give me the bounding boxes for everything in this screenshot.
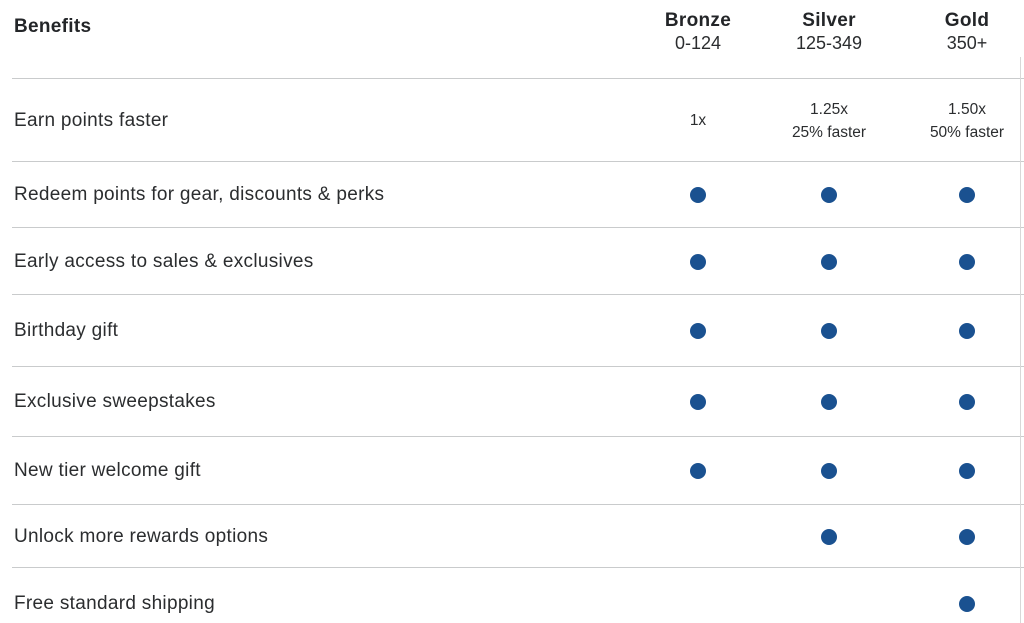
benefit-label: Early access to sales & exclusives — [14, 250, 314, 272]
multiplier-value: 1.25x — [810, 100, 848, 118]
benefit-included-dot — [821, 394, 837, 410]
tier-cell — [632, 463, 764, 479]
tier-cell — [764, 187, 894, 203]
table-row: Earn points faster 1x 1.25x 25% faster 1.50x… — [0, 79, 1024, 162]
tier-cell — [894, 394, 1024, 410]
tier-cell: 1.50x 50% faster — [894, 98, 1024, 144]
table-row: Exclusive sweepstakes — [0, 367, 1024, 437]
benefit-label: Exclusive sweepstakes — [14, 391, 216, 412]
multiplier-note: 25% faster — [791, 123, 867, 141]
benefit-included-dot — [821, 187, 837, 203]
tier-cell — [764, 253, 894, 270]
tier-range-gold: 350+ — [946, 33, 988, 53]
benefit-label: Unlock more rewards options — [14, 525, 269, 547]
multiplier-value: 1.50x — [948, 100, 986, 118]
tier-cell — [764, 528, 894, 545]
benefit-included-dot — [959, 463, 975, 479]
tier-header-bronze: Bronze 0-124 — [632, 0, 764, 79]
tier-header-gold: Gold 350+ — [894, 0, 1024, 79]
table-row: Birthday gift — [0, 295, 1024, 367]
tier-cell: 1x — [632, 109, 764, 132]
tier-range-bronze: 0-124 — [674, 33, 722, 53]
benefits-column-header: Benefits — [14, 16, 92, 37]
benefit-included-dot — [821, 463, 837, 479]
benefit-included-dot — [959, 253, 975, 270]
tier-name-gold: Gold — [944, 10, 990, 31]
tier-name-silver: Silver — [802, 10, 856, 31]
table-row: Early access to sales & exclusives — [0, 228, 1024, 295]
benefit-label: Earn points faster — [14, 109, 169, 131]
tier-name-bronze: Bronze — [664, 10, 732, 31]
tier-cell — [894, 463, 1024, 479]
tier-range-silver: 125-349 — [795, 33, 863, 53]
table-row: Unlock more rewards options — [0, 505, 1024, 568]
tier-cell — [764, 394, 894, 410]
benefit-included-dot — [690, 253, 706, 270]
benefit-included-dot — [821, 323, 837, 339]
benefit-included-dot — [690, 323, 706, 339]
tier-cell — [894, 323, 1024, 339]
tier-cell — [894, 253, 1024, 270]
tier-cell — [894, 596, 1024, 612]
benefit-included-dot — [959, 394, 975, 410]
multiplier-note: 50% faster — [929, 123, 1005, 141]
benefit-label: Birthday gift — [14, 320, 119, 341]
benefit-included-dot — [690, 394, 706, 410]
tier-cell — [894, 187, 1024, 203]
tier-cell — [632, 323, 764, 339]
table-row: New tier welcome gift — [0, 437, 1024, 505]
benefit-included-dot — [959, 323, 975, 339]
benefit-included-dot — [959, 596, 975, 612]
tier-cell — [764, 323, 894, 339]
tier-cell — [632, 253, 764, 270]
tier-cell — [764, 463, 894, 479]
table-header-row: Benefits Bronze 0-124 Silver 125-349 Gol… — [0, 0, 1024, 79]
tier-cell — [632, 394, 764, 410]
benefit-included-dot — [959, 187, 975, 203]
table-row: Free standard shipping — [0, 568, 1024, 623]
benefit-included-dot — [959, 528, 975, 545]
benefit-included-dot — [690, 187, 706, 203]
benefit-label: Free standard shipping — [14, 593, 215, 614]
table-row: Redeem points for gear, discounts & perk… — [0, 162, 1024, 228]
benefit-label: New tier welcome gift — [14, 460, 201, 481]
benefit-included-dot — [690, 463, 706, 479]
benefit-included-dot — [821, 528, 837, 545]
tier-cell: 1.25x 25% faster — [764, 98, 894, 144]
tier-cell — [632, 187, 764, 203]
benefit-label: Redeem points for gear, discounts & perk… — [14, 184, 385, 205]
tier-cell — [894, 528, 1024, 545]
table-right-border — [1020, 57, 1021, 623]
tier-header-silver: Silver 125-349 — [764, 0, 894, 79]
multiplier-value: 1x — [689, 112, 707, 129]
benefit-included-dot — [821, 253, 837, 270]
table-body: Earn points faster 1x 1.25x 25% faster 1.50x… — [0, 79, 1024, 623]
